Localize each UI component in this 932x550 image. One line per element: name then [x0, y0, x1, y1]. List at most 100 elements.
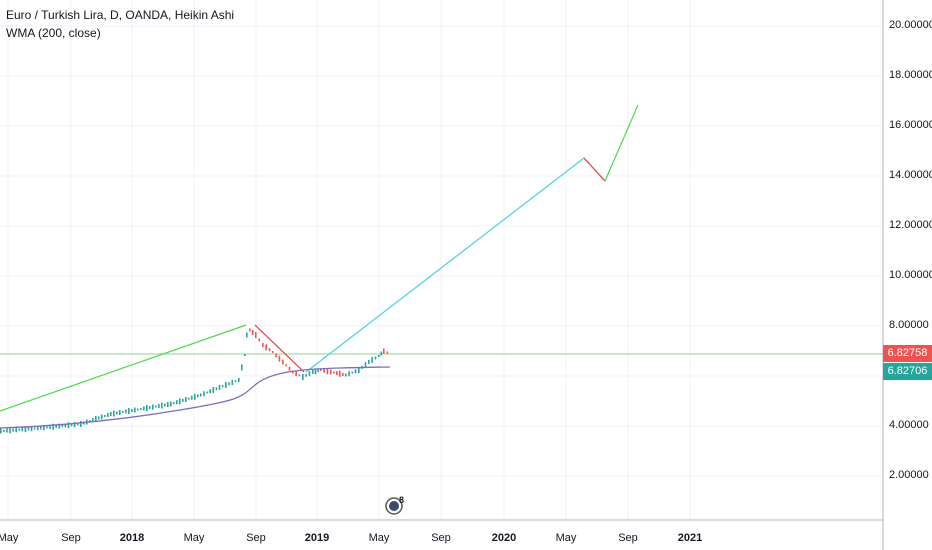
candle [110, 412, 112, 416]
candle [119, 410, 121, 415]
candle [107, 413, 109, 417]
candle [345, 373, 347, 377]
candle [27, 427, 30, 431]
candle [188, 397, 190, 400]
candle [282, 359, 284, 365]
wma-price-tag: 6.82706 [883, 363, 932, 380]
candle [234, 380, 237, 383]
candle [64, 423, 67, 428]
candle [128, 408, 130, 414]
candle [158, 404, 160, 408]
candle [67, 422, 70, 429]
price-tick-label: 18.00000 [889, 69, 932, 81]
candle [308, 371, 311, 377]
last-price-tag: 6.82758 [883, 345, 932, 362]
candle [272, 351, 274, 353]
candle [173, 402, 175, 405]
candle [197, 394, 199, 398]
candle [228, 382, 230, 386]
candle [146, 405, 148, 411]
candle [46, 426, 48, 429]
chart-legend: Euro / Turkish Lira, D, OANDA, Heikin As… [6, 6, 234, 42]
candle [194, 393, 196, 400]
candle [18, 428, 21, 431]
projection-line [305, 157, 585, 373]
candle [76, 423, 79, 426]
candle [12, 428, 14, 432]
candle [140, 408, 142, 410]
candle [320, 369, 322, 371]
candle [167, 402, 169, 407]
candle [295, 371, 297, 377]
candle [134, 407, 136, 413]
candle [203, 391, 205, 397]
candle [98, 416, 100, 420]
svg-text:8: 8 [399, 495, 404, 505]
symbol-title[interactable]: Euro / Turkish Lira, D, OANDA, Heikin As… [6, 8, 235, 22]
candle [358, 367, 360, 373]
candle [73, 422, 76, 428]
price-tick-label: 2.00000 [889, 469, 929, 481]
projection-correction [583, 157, 606, 182]
candle [161, 402, 163, 409]
candle [225, 382, 227, 388]
candle [52, 423, 54, 430]
time-tick-label: 2018 [119, 532, 145, 544]
candle [317, 369, 319, 373]
candle [6, 428, 8, 433]
candle [364, 362, 367, 368]
candle [170, 401, 172, 407]
candle [278, 355, 281, 362]
trend-line-down [254, 324, 305, 373]
candle [101, 414, 103, 420]
candle [326, 368, 329, 375]
candle [351, 371, 354, 374]
candle [9, 427, 11, 434]
price-tick-label: 12.00000 [889, 219, 932, 231]
candle [15, 427, 17, 433]
candle [275, 353, 277, 358]
candle [215, 387, 218, 391]
candle [371, 357, 373, 363]
candle [339, 370, 341, 377]
candle [231, 380, 234, 385]
time-tick-label: May [555, 532, 577, 544]
candle [378, 355, 380, 357]
candle [336, 371, 338, 376]
candle [36, 426, 39, 431]
time-tick-label: 2021 [677, 532, 703, 544]
candle [143, 406, 145, 411]
candle [58, 423, 61, 429]
candle [92, 418, 94, 422]
candle [61, 424, 64, 427]
candle [137, 408, 139, 411]
candle [368, 360, 370, 364]
candle [125, 409, 127, 414]
candle [104, 415, 106, 417]
candle [206, 391, 208, 394]
candle [185, 397, 187, 402]
candle [258, 338, 261, 342]
time-tick-label: May [368, 532, 390, 544]
candle [255, 332, 257, 338]
candle [200, 393, 202, 397]
events-badge[interactable]: 8 [385, 495, 405, 515]
candle [302, 374, 304, 380]
time-tick-label: Sep [431, 532, 451, 544]
candle [241, 364, 243, 371]
candle [30, 426, 33, 432]
time-tick-label: Sep [246, 532, 266, 544]
candle [55, 424, 57, 428]
candle [298, 374, 301, 377]
price-tick-label: 16.00000 [889, 119, 932, 131]
candle [3, 429, 5, 432]
candle [80, 421, 82, 427]
candle [209, 389, 211, 394]
candle [244, 354, 246, 356]
indicator-label[interactable]: WMA (200, close) [6, 26, 101, 40]
candle [354, 369, 357, 374]
candle [24, 426, 27, 433]
candle [374, 356, 377, 360]
candle [182, 398, 184, 402]
